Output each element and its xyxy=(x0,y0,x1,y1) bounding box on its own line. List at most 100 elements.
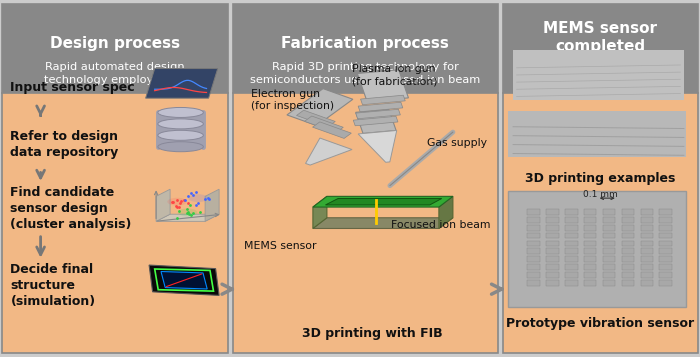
FancyBboxPatch shape xyxy=(640,264,653,270)
Polygon shape xyxy=(326,198,442,205)
Polygon shape xyxy=(360,95,405,105)
FancyBboxPatch shape xyxy=(659,217,672,223)
FancyBboxPatch shape xyxy=(158,112,203,124)
FancyBboxPatch shape xyxy=(527,264,540,270)
FancyBboxPatch shape xyxy=(659,225,672,231)
FancyBboxPatch shape xyxy=(565,241,578,246)
FancyBboxPatch shape xyxy=(603,225,615,231)
FancyBboxPatch shape xyxy=(603,248,615,254)
FancyBboxPatch shape xyxy=(659,272,672,278)
FancyBboxPatch shape xyxy=(640,225,653,231)
FancyBboxPatch shape xyxy=(640,217,653,223)
FancyBboxPatch shape xyxy=(659,248,672,254)
FancyBboxPatch shape xyxy=(508,191,686,307)
Ellipse shape xyxy=(188,194,208,202)
FancyBboxPatch shape xyxy=(659,264,672,270)
FancyBboxPatch shape xyxy=(584,233,596,238)
FancyBboxPatch shape xyxy=(640,248,653,254)
FancyBboxPatch shape xyxy=(584,209,596,215)
FancyBboxPatch shape xyxy=(546,280,559,286)
Polygon shape xyxy=(358,70,408,102)
FancyBboxPatch shape xyxy=(622,272,634,278)
FancyBboxPatch shape xyxy=(640,209,653,215)
Polygon shape xyxy=(304,116,343,132)
FancyBboxPatch shape xyxy=(508,111,686,157)
FancyBboxPatch shape xyxy=(565,280,578,286)
FancyBboxPatch shape xyxy=(527,241,540,246)
FancyBboxPatch shape xyxy=(546,256,559,262)
FancyBboxPatch shape xyxy=(603,233,615,238)
FancyBboxPatch shape xyxy=(584,217,596,223)
FancyBboxPatch shape xyxy=(527,272,540,278)
FancyBboxPatch shape xyxy=(603,241,615,246)
FancyBboxPatch shape xyxy=(565,225,578,231)
FancyBboxPatch shape xyxy=(603,280,615,286)
FancyBboxPatch shape xyxy=(565,264,578,270)
FancyBboxPatch shape xyxy=(659,209,672,215)
FancyBboxPatch shape xyxy=(546,233,559,238)
FancyBboxPatch shape xyxy=(603,217,615,223)
FancyBboxPatch shape xyxy=(2,4,228,93)
FancyBboxPatch shape xyxy=(503,4,698,93)
Text: Refer to design
data repository: Refer to design data repository xyxy=(10,130,119,159)
Text: 0.1 mm: 0.1 mm xyxy=(583,190,617,199)
FancyBboxPatch shape xyxy=(659,241,672,246)
FancyBboxPatch shape xyxy=(546,225,559,231)
Text: MEMS sensor
completed: MEMS sensor completed xyxy=(543,21,657,54)
FancyBboxPatch shape xyxy=(640,233,653,238)
Text: Rapid 3D printing technology for
semiconductors using focused ion beam: Rapid 3D printing technology for semicon… xyxy=(251,62,480,85)
FancyBboxPatch shape xyxy=(233,4,498,93)
FancyBboxPatch shape xyxy=(527,233,540,238)
FancyBboxPatch shape xyxy=(565,209,578,215)
FancyBboxPatch shape xyxy=(158,135,203,147)
FancyBboxPatch shape xyxy=(603,256,615,262)
FancyBboxPatch shape xyxy=(527,209,540,215)
Text: Gas supply: Gas supply xyxy=(427,138,487,148)
Ellipse shape xyxy=(158,142,203,152)
Polygon shape xyxy=(358,130,397,162)
FancyBboxPatch shape xyxy=(546,209,559,215)
Text: Rapid automated design
technology employing AI: Rapid automated design technology employ… xyxy=(44,62,186,85)
FancyBboxPatch shape xyxy=(546,241,559,246)
FancyBboxPatch shape xyxy=(584,272,596,278)
Text: Focused ion beam: Focused ion beam xyxy=(391,220,491,230)
FancyBboxPatch shape xyxy=(546,217,559,223)
FancyBboxPatch shape xyxy=(527,217,540,223)
Text: Decide final
structure
(simulation): Decide final structure (simulation) xyxy=(10,263,96,308)
FancyBboxPatch shape xyxy=(527,256,540,262)
FancyBboxPatch shape xyxy=(565,233,578,238)
Text: MEMS sensor: MEMS sensor xyxy=(244,241,316,251)
Polygon shape xyxy=(156,214,219,221)
FancyBboxPatch shape xyxy=(565,256,578,262)
FancyBboxPatch shape xyxy=(622,256,634,262)
FancyBboxPatch shape xyxy=(158,124,203,135)
FancyBboxPatch shape xyxy=(640,241,653,246)
Text: 3D printing with FIB: 3D printing with FIB xyxy=(302,327,442,340)
Ellipse shape xyxy=(167,198,187,206)
Polygon shape xyxy=(313,218,453,228)
Polygon shape xyxy=(356,109,396,134)
FancyBboxPatch shape xyxy=(565,248,578,254)
Polygon shape xyxy=(313,122,351,139)
FancyBboxPatch shape xyxy=(603,209,615,215)
FancyBboxPatch shape xyxy=(546,248,559,254)
Text: Input sensor spec: Input sensor spec xyxy=(10,81,135,94)
Text: Plasma ion gun
(for fabrication): Plasma ion gun (for fabrication) xyxy=(352,64,438,86)
Text: Fabrication process: Fabrication process xyxy=(281,36,449,51)
FancyBboxPatch shape xyxy=(603,272,615,278)
FancyBboxPatch shape xyxy=(659,256,672,262)
FancyBboxPatch shape xyxy=(603,264,615,270)
Polygon shape xyxy=(313,196,453,207)
FancyBboxPatch shape xyxy=(640,256,653,262)
Text: Electron gun
(for inspection): Electron gun (for inspection) xyxy=(251,89,334,111)
Ellipse shape xyxy=(158,130,203,140)
FancyBboxPatch shape xyxy=(584,241,596,246)
Polygon shape xyxy=(287,89,353,126)
Ellipse shape xyxy=(158,119,203,129)
Polygon shape xyxy=(146,69,218,98)
FancyBboxPatch shape xyxy=(565,217,578,223)
FancyBboxPatch shape xyxy=(659,280,672,286)
FancyBboxPatch shape xyxy=(584,256,596,262)
FancyBboxPatch shape xyxy=(584,225,596,231)
FancyBboxPatch shape xyxy=(622,264,634,270)
